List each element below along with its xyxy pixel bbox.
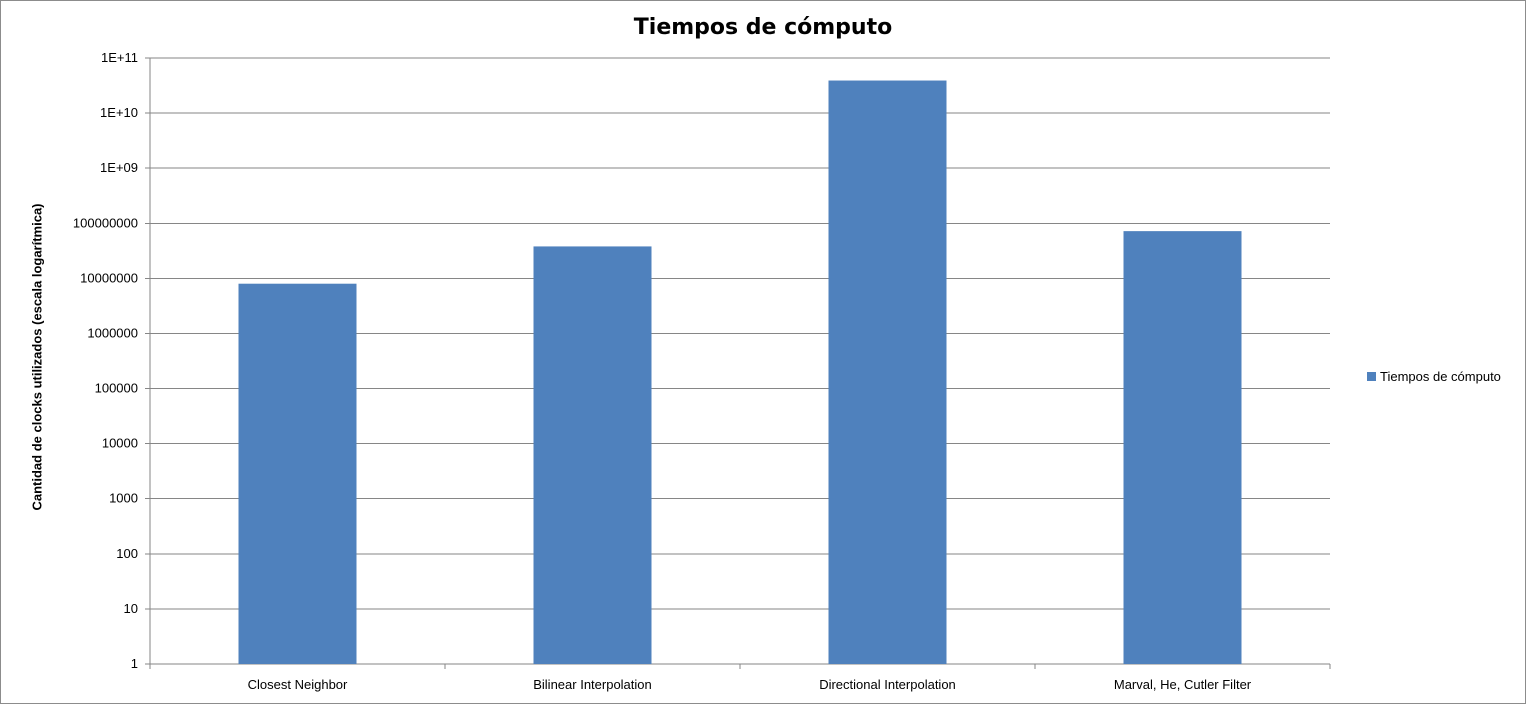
bar <box>828 80 947 664</box>
y-tick-label: 100000000 <box>73 215 138 230</box>
legend: Tiempos de cómputo <box>1367 369 1501 384</box>
bar <box>1123 231 1242 664</box>
legend-swatch <box>1367 372 1376 381</box>
x-tick-label: Directional Interpolation <box>819 677 956 692</box>
y-tick-label: 10000 <box>102 436 138 451</box>
y-tick-label: 1 <box>131 656 138 671</box>
y-tick-label: 10000000 <box>80 270 138 285</box>
x-tick-label: Marval, He, Cutler Filter <box>1114 677 1252 692</box>
legend-label: Tiempos de cómputo <box>1380 369 1501 384</box>
chart-title: Tiempos de cómputo <box>633 15 893 40</box>
y-tick-label: 1000 <box>109 491 138 506</box>
y-tick-label: 1E+10 <box>100 105 138 120</box>
y-tick-label: 100000 <box>95 381 138 396</box>
x-tick-label: Bilinear Interpolation <box>533 677 652 692</box>
y-tick-label: 10 <box>124 601 138 616</box>
y-tick-label: 1E+11 <box>101 50 138 65</box>
y-tick-label: 100 <box>116 546 138 561</box>
x-tick-label: Closest Neighbor <box>248 677 348 692</box>
bar <box>238 283 357 664</box>
bar <box>533 246 652 664</box>
y-tick-label: 1000000 <box>87 325 138 340</box>
y-tick-label: 1E+09 <box>100 160 138 175</box>
